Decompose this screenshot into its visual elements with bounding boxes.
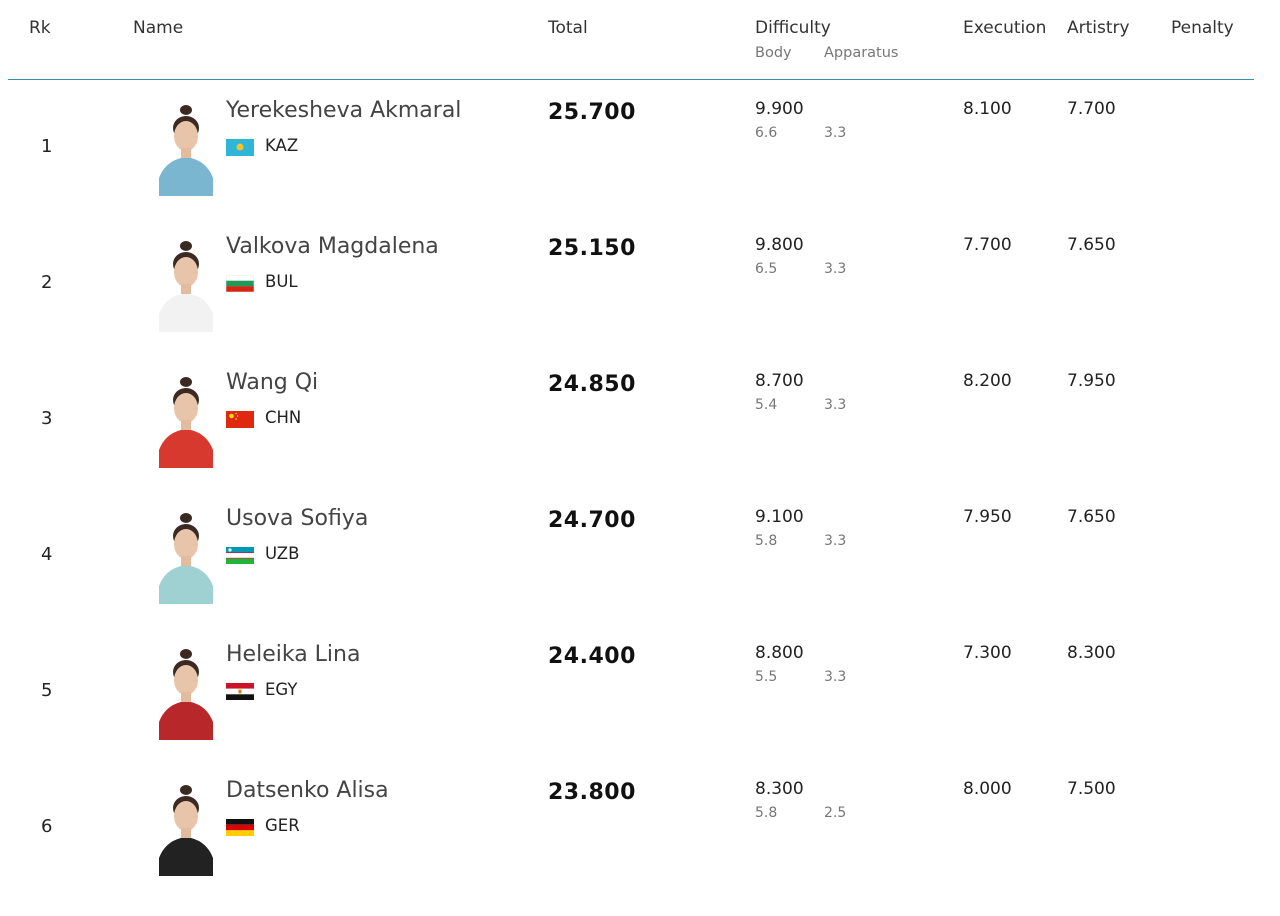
athlete-avatar [157,644,215,740]
athlete-row[interactable]: 4 Usova Sofiya UZB 24.700 9.100 5.8 3.3 … [0,506,1280,644]
country-code: EGY [265,680,298,699]
header-total[interactable]: Total [548,18,588,38]
total-score: 24.850 [548,372,636,397]
header-rank[interactable]: Rk [29,18,51,38]
country-code: KAZ [265,136,299,155]
total-score: 24.400 [548,644,636,669]
body-score: 5.5 [755,669,778,685]
artistry-score: 7.950 [1067,371,1116,391]
athlete-name[interactable]: Datsenko Alisa [226,778,389,803]
artistry-score: 7.700 [1067,99,1116,119]
athlete-avatar [157,236,215,332]
apparatus-score: 3.3 [824,669,847,685]
total-score: 25.150 [548,236,636,261]
athlete-name[interactable]: Heleika Lina [226,642,361,667]
execution-score: 7.950 [963,507,1012,527]
rank-value: 5 [41,680,53,701]
body-score: 6.6 [755,125,778,141]
header-apparatus: Apparatus [824,45,899,61]
apparatus-score: 3.3 [824,261,847,277]
athlete-name[interactable]: Wang Qi [226,370,319,395]
country-code: UZB [265,544,300,563]
difficulty-score: 9.800 [755,235,804,255]
body-score: 5.8 [755,533,778,549]
execution-score: 8.200 [963,371,1012,391]
uzbekistan-flag-icon [226,547,254,564]
apparatus-score: 3.3 [824,397,847,413]
athlete-avatar [157,100,215,196]
kazakhstan-flag-icon [226,139,254,156]
artistry-score: 7.650 [1067,235,1116,255]
header-difficulty[interactable]: Difficulty [755,18,831,38]
athlete-row[interactable]: 6 Datsenko Alisa GER 23.800 8.300 5.8 2.… [0,778,1280,916]
header-penalty[interactable]: Penalty [1171,18,1234,38]
execution-score: 7.300 [963,643,1012,663]
china-flag-icon [226,411,254,428]
athlete-name[interactable]: Yerekesheva Akmaral [226,98,462,123]
execution-score: 8.100 [963,99,1012,119]
total-score: 24.700 [548,508,636,533]
athlete-row[interactable]: 5 Heleika Lina EGY 24.400 8.800 5.5 3.3 … [0,642,1280,780]
execution-score: 7.700 [963,235,1012,255]
header-divider [8,79,1254,80]
country-code: CHN [265,408,302,427]
difficulty-score: 8.700 [755,371,804,391]
athlete-row[interactable]: 3 Wang Qi CHN 24.850 8.700 5.4 3.3 8.200… [0,370,1280,508]
rank-value: 2 [41,272,53,293]
header-execution[interactable]: Execution [963,18,1047,38]
difficulty-score: 9.900 [755,99,804,119]
country-code: BUL [265,272,298,291]
execution-score: 8.000 [963,779,1012,799]
bulgaria-flag-icon [226,275,254,292]
body-score: 5.8 [755,805,778,821]
body-score: 5.4 [755,397,778,413]
body-score: 6.5 [755,261,778,277]
country-code: GER [265,816,300,835]
artistry-score: 8.300 [1067,643,1116,663]
egypt-flag-icon [226,683,254,700]
total-score: 25.700 [548,100,636,125]
athlete-row[interactable]: 1 Yerekesheva Akmaral KAZ 25.700 9.900 6… [0,98,1280,236]
athlete-avatar [157,780,215,876]
rank-value: 4 [41,544,53,565]
apparatus-score: 3.3 [824,125,847,141]
athlete-avatar [157,508,215,604]
athlete-row[interactable]: 2 Valkova Magdalena BUL 25.150 9.800 6.5… [0,234,1280,372]
rank-value: 3 [41,408,53,429]
difficulty-score: 8.300 [755,779,804,799]
germany-flag-icon [226,819,254,836]
artistry-score: 7.500 [1067,779,1116,799]
athlete-avatar [157,372,215,468]
apparatus-score: 2.5 [824,805,847,821]
difficulty-score: 8.800 [755,643,804,663]
header-artistry[interactable]: Artistry [1067,18,1130,38]
athlete-name[interactable]: Valkova Magdalena [226,234,439,259]
header-name[interactable]: Name [133,18,184,38]
difficulty-score: 9.100 [755,507,804,527]
total-score: 23.800 [548,780,636,805]
rank-value: 6 [41,816,53,837]
apparatus-score: 3.3 [824,533,847,549]
athlete-name[interactable]: Usova Sofiya [226,506,369,531]
artistry-score: 7.650 [1067,507,1116,527]
rank-value: 1 [41,136,53,157]
header-body: Body [755,45,792,61]
